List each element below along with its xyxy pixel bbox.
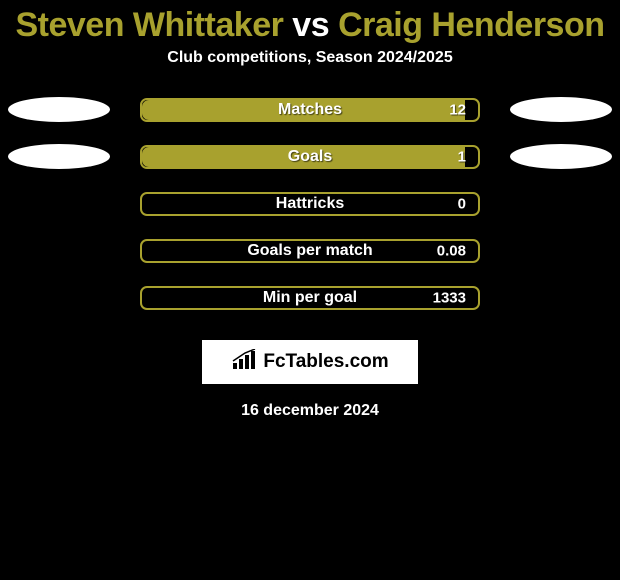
right-ellipse (510, 144, 612, 169)
stat-rows: Matches 12 Goals 1 Hattricks 0 Goals per match… (0, 97, 620, 310)
right-ellipse-spacer (510, 285, 612, 310)
stat-bar: Matches 12 (140, 98, 480, 122)
chart-icon (231, 349, 257, 376)
stat-label: Matches (278, 101, 342, 119)
stat-row: Goals per match 0.08 (8, 238, 612, 263)
right-ellipse (510, 97, 612, 122)
stat-value: 12 (449, 101, 466, 118)
stat-row: Goals 1 (8, 144, 612, 169)
title-vs: vs (283, 6, 338, 44)
stat-bar: Min per goal 1333 (140, 286, 480, 310)
stat-value: 0 (458, 195, 466, 212)
left-ellipse-spacer (8, 238, 110, 263)
title-player-left: Steven Whittaker (15, 6, 283, 44)
stat-value: 1 (458, 148, 466, 165)
stat-row: Hattricks 0 (8, 191, 612, 216)
stat-value: 0.08 (437, 242, 466, 259)
title-player-right: Craig Henderson (338, 6, 604, 44)
stat-bar: Hattricks 0 (140, 192, 480, 216)
stat-label: Goals (288, 148, 332, 166)
footer-date: 16 december 2024 (0, 402, 620, 420)
right-ellipse-spacer (510, 191, 612, 216)
stat-label: Goals per match (247, 242, 372, 260)
stat-value: 1333 (433, 289, 466, 306)
stat-bar: Goals per match 0.08 (140, 239, 480, 263)
left-ellipse (8, 144, 110, 169)
stat-row: Min per goal 1333 (8, 285, 612, 310)
right-ellipse-spacer (510, 238, 612, 263)
left-ellipse-spacer (8, 285, 110, 310)
left-ellipse-spacer (8, 191, 110, 216)
stat-bar: Goals 1 (140, 145, 480, 169)
page-title: Steven Whittaker vs Craig Henderson (0, 0, 620, 49)
footer-logo-text: FcTables.com (263, 351, 388, 373)
left-ellipse (8, 97, 110, 122)
footer-logo: FcTables.com (202, 340, 418, 384)
stat-label: Min per goal (263, 289, 357, 307)
stat-row: Matches 12 (8, 97, 612, 122)
stat-label: Hattricks (276, 195, 344, 213)
subtitle: Club competitions, Season 2024/2025 (0, 49, 620, 67)
